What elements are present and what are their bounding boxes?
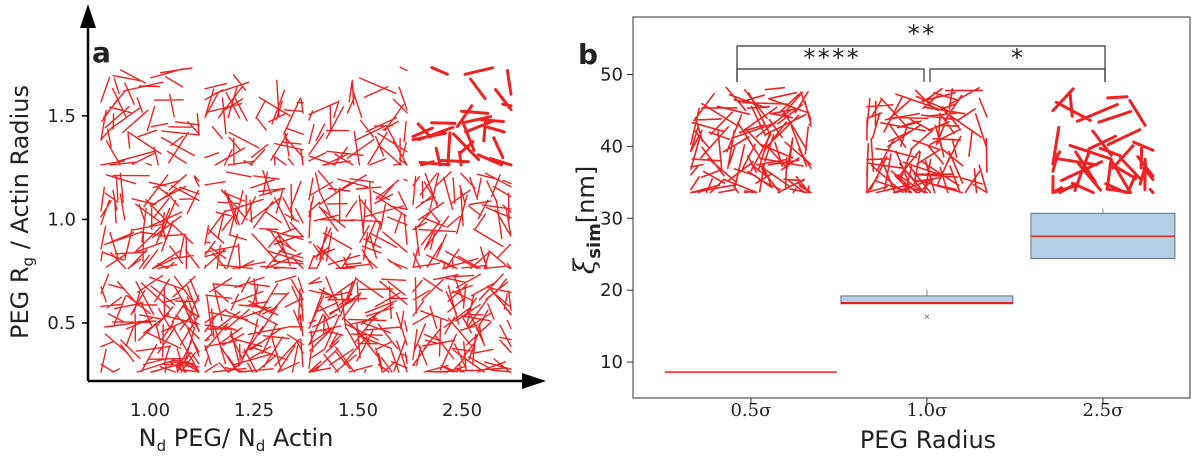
label-part: ξ: [568, 257, 601, 274]
x-axis-label: PEG Radius: [860, 426, 996, 454]
panel-label: b: [578, 38, 598, 71]
label-part: / Actin Radius: [6, 85, 34, 257]
y-tick-label: 30: [600, 208, 623, 229]
snapshot: [308, 276, 408, 373]
bracket: [736, 68, 925, 82]
snapshot: [204, 74, 304, 166]
y-tick-label: 40: [600, 136, 623, 157]
x-tick-label: 1.0σ: [906, 400, 947, 421]
label-part: [nm]: [572, 166, 600, 223]
label-part: N: [139, 424, 157, 452]
label-sub: d: [157, 437, 167, 455]
snapshot: [100, 67, 200, 166]
label-part: PEG R: [6, 266, 34, 339]
snapshot: [308, 66, 408, 166]
snapshot: [412, 171, 512, 270]
significance-label: *: [1010, 44, 1024, 72]
significance-label: ****: [802, 44, 860, 72]
snapshot: [866, 87, 988, 194]
label-part: PEG/ N: [166, 424, 256, 452]
label-sub: g: [19, 257, 37, 267]
bracket: [929, 68, 1106, 82]
panel-label: a: [92, 36, 111, 69]
y-tick-label: 50: [600, 65, 623, 86]
y-tick-label: 1.5: [47, 106, 76, 127]
significance-label: **: [907, 20, 936, 48]
outlier: [924, 314, 930, 320]
snapshot: [204, 275, 304, 373]
label-part: Actin: [265, 424, 333, 452]
label-sub: sim: [584, 223, 605, 259]
x-axis-label: Nd PEG/ Nd Actin: [139, 424, 334, 455]
y-tick-label: 10: [600, 352, 623, 373]
y-tick-label: 20: [600, 280, 623, 301]
snapshot: [1051, 87, 1155, 194]
x-tick-label: 1.50: [338, 400, 378, 421]
bracket: [736, 45, 1106, 82]
y-tick-label: 1.0: [47, 209, 76, 230]
snapshot: [100, 273, 200, 373]
y-axis-label: ξsim[nm]: [568, 166, 605, 274]
snapshot: [411, 66, 513, 167]
x-tick-label: 1.00: [130, 400, 170, 421]
x-tick-label: 0.5σ: [730, 400, 771, 421]
plot-frame: [632, 16, 1191, 399]
box: [840, 295, 1014, 305]
snapshot: [100, 172, 200, 270]
y-arrowhead: [80, 4, 96, 28]
y-axis-label: PEG Rg / Actin Radius: [6, 85, 37, 339]
snapshot: [690, 86, 812, 194]
snapshot: [204, 169, 304, 270]
snapshot: [308, 170, 408, 270]
x-tick-label: 1.25: [234, 400, 274, 421]
label-sub: d: [256, 437, 266, 455]
y-tick-label: 0.5: [47, 313, 76, 334]
snapshot: [412, 273, 512, 373]
x-tick-label: 2.50: [442, 400, 482, 421]
x-arrowhead: [522, 373, 546, 389]
x-tick-label: 2.5σ: [1082, 400, 1123, 421]
